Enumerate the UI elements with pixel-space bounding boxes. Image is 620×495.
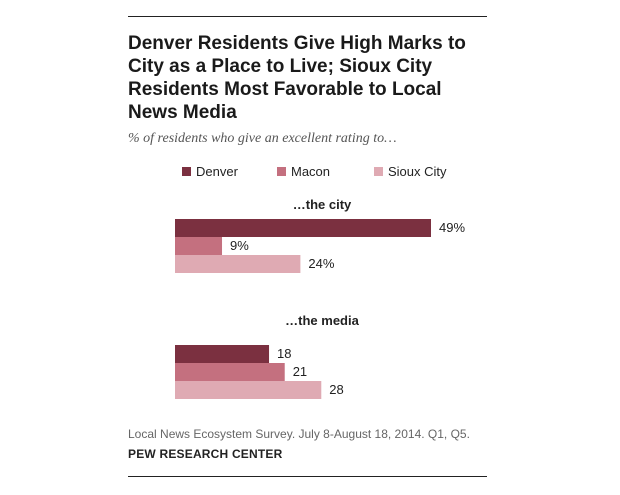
bar-denver [175,219,431,237]
data-label: 24% [308,256,334,271]
source-note: Local News Ecosystem Survey. July 8-Augu… [128,427,470,441]
legend-swatch-denver [182,167,191,176]
chart-subtitle: % of residents who give an excellent rat… [128,131,397,146]
data-label: 9% [230,238,249,253]
bar-sioux-city [175,255,301,273]
data-label: 21 [293,364,307,379]
legend-label-sioux-city: Sioux City [388,164,447,179]
bar-macon [175,363,285,381]
legend-label-denver: Denver [196,164,238,179]
legend: Denver Macon Sioux City [0,164,620,182]
data-label: 28 [329,382,343,397]
data-label: 49% [439,220,465,235]
legend-item-sioux-city: Sioux City [374,164,447,179]
legend-swatch-macon [277,167,286,176]
legend-label-macon: Macon [291,164,331,179]
top-rule [128,16,487,17]
legend-item-macon: Macon [277,164,330,179]
bar-macon [175,237,223,255]
legend-swatch-sioux-city [374,167,383,176]
bar-denver [175,345,270,363]
organization-name: PEW RESEARCH CENTER [128,447,283,461]
data-label: 18 [277,346,291,361]
bottom-rule [128,476,487,477]
bar-sioux-city [175,381,322,399]
legend-item-denver: Denver [182,164,238,179]
chart-title: Denver Residents Give High Marks to City… [128,33,466,123]
group-label: …the media [285,313,359,328]
group-label: …the city [293,197,352,212]
